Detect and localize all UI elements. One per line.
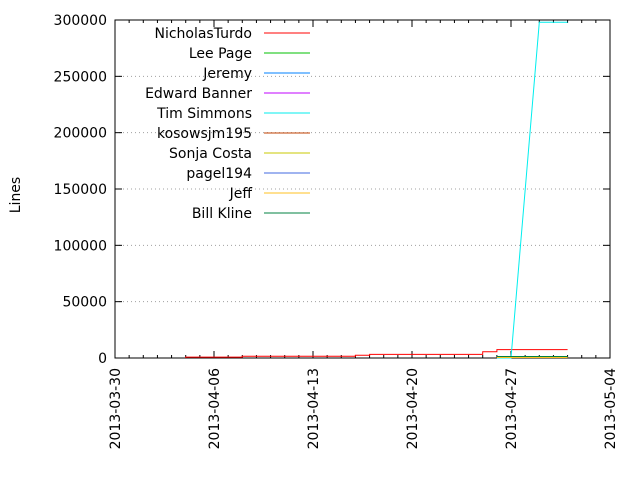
legend-label-bill-kline: Bill Kline [192, 206, 252, 222]
series-lines [185, 21, 568, 359]
x-tick-label: 2013-04-06 [207, 368, 223, 449]
legend-label-edward-banner: Edward Banner [145, 86, 252, 102]
legend-label-tim-simmons: Tim Simmons [156, 106, 252, 122]
y-tick-label: 0 [98, 351, 107, 367]
series-line-tim-simmons [496, 21, 568, 359]
y-axis-label: Lines [8, 177, 24, 213]
x-tick-label: 2013-03-30 [108, 368, 124, 449]
legend-label-jeff: Jeff [229, 186, 253, 202]
y-tick-label: 300000 [54, 13, 107, 29]
x-tick-label: 2013-05-04 [603, 368, 619, 449]
y-tick-label: 100000 [54, 238, 107, 254]
x-tick-label: 2013-04-27 [504, 368, 520, 449]
y-tick-label: 50000 [62, 295, 107, 311]
y-tick-label: 200000 [54, 126, 107, 142]
y-tick-label: 150000 [54, 182, 107, 198]
legend-label-jeremy: Jeremy [202, 66, 252, 82]
legend-label-sonja-costa: Sonja Costa [169, 146, 252, 162]
legend: NicholasTurdo Lee Page Jeremy Edward Banner… [145, 26, 310, 222]
legend-label-lee-page: Lee Page [189, 46, 252, 62]
legend-label-pagel194: pagel194 [186, 166, 252, 182]
x-tick-label: 2013-04-20 [405, 368, 421, 449]
series-line-nicholasturdo [185, 349, 568, 358]
legend-label-kosowsjm195: kosowsjm195 [157, 126, 252, 142]
y-tick-label: 250000 [54, 69, 107, 85]
legend-label-nicholasturdo: NicholasTurdo [154, 26, 252, 42]
grid [115, 75, 610, 303]
axes: 0 50000 100000 150000 200000 250000 300000 2013… [54, 13, 619, 449]
x-tick-label: 2013-04-13 [306, 368, 322, 449]
